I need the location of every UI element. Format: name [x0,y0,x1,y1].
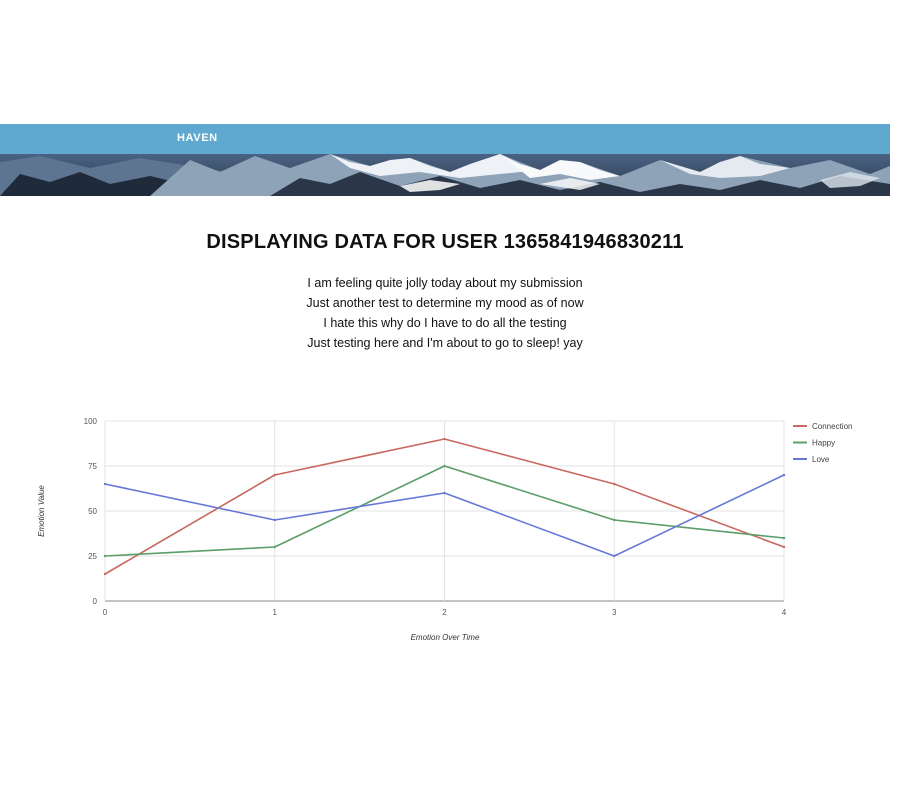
data-point-happy [103,554,107,558]
data-point-happy [443,464,446,468]
data-point-love [782,473,786,477]
data-point-connection [782,545,786,549]
x-tick-label: 0 [103,608,108,617]
x-tick-label: 1 [273,608,278,617]
emotion-line-chart: 0 25 50 75 100 0 1 2 3 4 Connection Happy Love Emot… [37,417,852,642]
page-title: DISPLAYING DATA FOR USER 136584194683021… [206,231,684,253]
top-nav-bar: HAVEN [0,124,890,154]
x-axis-title: Emotion Over Time [411,633,480,642]
chart-series [103,437,786,576]
data-point-connection [273,473,276,477]
y-tick-label: 0 [93,597,98,606]
y-tick-label: 25 [88,552,97,561]
data-point-connection [613,482,616,486]
data-point-happy [613,518,616,522]
chart-gridlines [104,420,785,602]
data-point-happy [273,545,276,549]
submission-item: Just testing here and I'm about to go to… [307,336,583,350]
submission-list: I am feeling quite jolly today about my … [0,273,890,353]
chart-axes: 0 25 50 75 100 0 1 2 3 4 [84,417,787,617]
data-point-love [443,491,446,495]
brand-link[interactable]: HAVEN [177,132,218,144]
mountain-banner-image [0,154,890,196]
submission-item: Just another test to determine my mood a… [306,296,584,310]
y-tick-label: 75 [88,462,97,471]
data-point-love [273,518,276,522]
submission-item: I am feeling quite jolly today about my … [307,276,583,290]
data-point-connection [443,437,446,441]
legend-label: Love [812,455,830,464]
x-tick-label: 4 [782,608,787,617]
y-tick-label: 100 [84,417,98,426]
data-point-connection [103,572,107,576]
chart-legend: Connection Happy Love [793,422,852,464]
x-tick-label: 2 [442,608,447,617]
legend-label: Connection [812,422,852,431]
data-point-love [613,554,616,558]
legend-label: Happy [812,439,835,448]
submission-item: I hate this why do I have to do all the … [323,316,567,330]
y-tick-label: 50 [88,507,97,516]
x-tick-label: 3 [612,608,617,617]
y-axis-title: Emotion Value [37,485,46,537]
data-point-love [103,482,107,486]
data-point-happy [782,536,786,540]
